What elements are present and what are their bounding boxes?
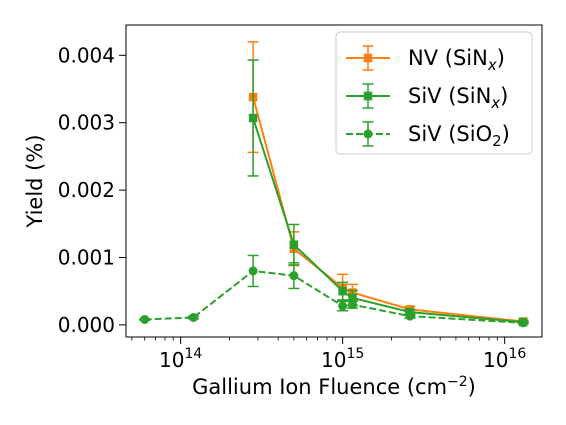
series-2 — [139, 254, 529, 328]
legend-label-text: SiV (SiO — [408, 122, 492, 146]
legend-label: SiV (SiNx) — [408, 84, 508, 112]
x-axis-ticks: 1014 1015 1016 — [131, 337, 526, 372]
data-point — [347, 300, 357, 310]
x-tick-base: 10 — [321, 348, 346, 372]
x-tick-exponent: 16 — [508, 346, 526, 362]
legend-entry-0: NV (SiNx) — [346, 45, 505, 74]
y-axis-ticks: 0.000 0.001 0.002 0.003 0.004 — [58, 43, 126, 337]
legend-label-subscript: 2 — [492, 132, 502, 150]
data-point — [348, 293, 357, 303]
x-tick-base: 10 — [483, 348, 508, 372]
data-point — [405, 311, 415, 321]
data-point — [338, 286, 347, 296]
legend-label-subscript: x — [487, 56, 497, 74]
legend-marker — [363, 53, 373, 63]
data-point — [289, 240, 299, 249]
x-tick-exponent: 15 — [346, 346, 364, 362]
x-tick-label: 1014 — [159, 346, 202, 372]
legend-label-close: ) — [502, 122, 510, 146]
legend-entries: NV (SiNx)SiV (SiNx)SiV (SiO2) — [346, 45, 510, 150]
x-tick-label: 1016 — [483, 346, 526, 372]
series-layer — [139, 41, 529, 328]
x-tick-label: 1015 — [321, 346, 364, 372]
legend-box — [335, 31, 533, 155]
y-tick-label: 0.000 — [58, 313, 115, 337]
legend-label: SiV (SiO2) — [408, 122, 510, 150]
series-line — [252, 117, 524, 324]
legend: NV (SiNx)SiV (SiNx)SiV (SiO2) — [335, 31, 533, 155]
data-point — [289, 271, 299, 281]
legend-entry-1: SiV (SiNx) — [346, 83, 508, 112]
x-axis-label: Gallium Ion Fluence (cm−2) — [192, 374, 476, 399]
x-tick-base: 10 — [159, 348, 184, 372]
y-tick-label: 0.003 — [58, 111, 115, 135]
legend-label-close: ) — [497, 46, 505, 70]
data-point — [248, 113, 258, 123]
y-tick-label: 0.001 — [58, 245, 115, 269]
data-point — [140, 314, 150, 324]
x-tick-exponent: 14 — [184, 346, 202, 362]
legend-marker — [363, 129, 373, 139]
data-point — [518, 318, 528, 328]
legend-label-text: SiV (SiN — [408, 84, 491, 108]
series-line — [144, 269, 524, 324]
legend-marker — [363, 91, 373, 101]
y-tick-label: 0.002 — [58, 178, 115, 202]
legend-label-text: NV (SiN — [408, 46, 488, 70]
data-point — [248, 266, 258, 276]
legend-label-subscript: x — [490, 94, 500, 112]
y-axis-label: Yield (%) — [23, 134, 47, 228]
data-point — [188, 312, 198, 322]
data-point — [338, 301, 348, 311]
legend-entry-2: SiV (SiO2) — [346, 121, 510, 150]
y-tick-label: 0.004 — [58, 43, 115, 67]
plot-frame — [125, 24, 543, 338]
legend-label: NV (SiNx) — [408, 46, 505, 74]
legend-label-close: ) — [500, 84, 508, 108]
